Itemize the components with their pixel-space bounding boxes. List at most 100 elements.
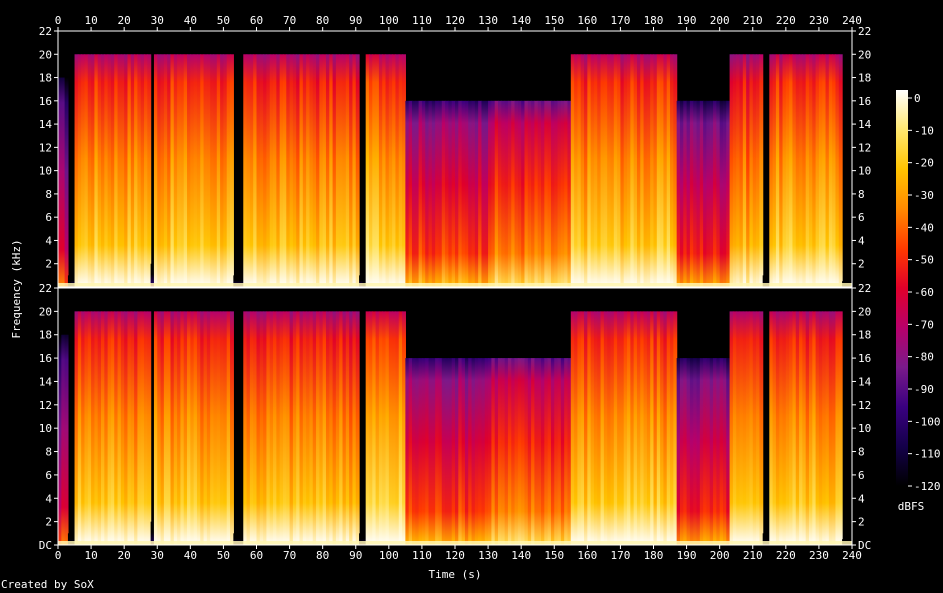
spectrogram-column — [421, 100, 426, 288]
spectrogram-column — [163, 311, 168, 545]
spectrogram-column — [124, 311, 129, 545]
spectrogram-column — [531, 100, 535, 288]
x-tick-label: 240 — [842, 549, 862, 562]
spectrogram-column — [196, 54, 201, 287]
spectrogram-column — [286, 54, 291, 287]
y-tick-label: 16 — [858, 352, 871, 365]
spectrogram-column — [173, 311, 178, 545]
spectrogram-column — [438, 100, 443, 288]
spectrogram-column — [61, 334, 66, 545]
y-tick-label: 4 — [45, 234, 52, 247]
spectrogram-column — [825, 54, 830, 287]
y-tick-label: DC — [39, 539, 52, 552]
spectrogram-column — [213, 54, 218, 287]
spectrogram-column — [289, 54, 294, 287]
spectrogram-column — [805, 54, 810, 287]
spectrogram-column — [554, 100, 559, 288]
spectrogram-column — [567, 100, 572, 288]
x-tick-label: 70 — [283, 549, 296, 562]
spectrogram-column — [689, 358, 694, 545]
spectrogram-column — [795, 54, 800, 287]
x-tick-label: 220 — [776, 549, 796, 562]
spectrogram-column — [64, 334, 69, 545]
spectrogram-column — [570, 54, 575, 287]
spectrogram-column — [455, 358, 459, 545]
spectrogram-column — [491, 100, 496, 288]
spectrogram-column — [640, 311, 645, 545]
spectrogram-column — [799, 54, 803, 287]
colorbar-tick-label: -120 — [914, 480, 941, 493]
spectrogram-column — [699, 100, 704, 288]
colorbar-tick-label: -20 — [914, 157, 934, 170]
spectrogram-column — [491, 358, 496, 545]
spectrogram-column — [494, 100, 499, 288]
spectrogram-column — [537, 100, 542, 288]
colorbar-tick-label: -40 — [914, 221, 934, 234]
colorbar-tick-label: -60 — [914, 286, 934, 299]
spectrogram-column — [805, 311, 810, 545]
spectrogram-column — [527, 358, 532, 545]
y-tick-label: 14 — [858, 375, 872, 388]
spectrogram-column — [411, 358, 416, 545]
spectrogram-column — [772, 311, 777, 545]
spectrogram-column — [507, 358, 512, 545]
spectrogram-column — [144, 54, 148, 287]
spectrogram-column — [729, 54, 734, 287]
x-tick-label: 40 — [184, 14, 197, 27]
spectrogram-column — [316, 54, 320, 287]
spectrogram-column — [378, 311, 383, 545]
spectrogram-column — [541, 100, 545, 288]
spectrogram-column — [349, 311, 354, 545]
spectrogram-column — [226, 54, 231, 287]
x-tick-label: 110 — [412, 14, 432, 27]
spectrogram-column — [448, 100, 453, 288]
spectrogram-column — [812, 54, 817, 287]
spectrogram-column — [187, 54, 191, 287]
y-tick-label: 12 — [858, 399, 871, 412]
spectrogram-column — [193, 311, 198, 545]
spectrogram-column — [749, 54, 754, 287]
spectrogram-column — [87, 311, 92, 545]
spectrogram-column — [375, 311, 380, 545]
spectrogram-column — [779, 311, 784, 545]
spectrogram-column — [84, 54, 89, 287]
spectrogram-column — [808, 311, 813, 545]
spectrogram-column — [435, 358, 440, 545]
spectrogram-column — [445, 358, 449, 545]
spectrogram-column — [309, 54, 314, 287]
spectrogram-column — [636, 54, 641, 287]
spectrogram-column — [709, 358, 714, 545]
spectrogram-column — [471, 358, 476, 545]
spectrogram-column — [388, 311, 393, 545]
spectrogram-column — [58, 334, 62, 545]
spectrogram-column — [392, 311, 397, 545]
spectrogram-column — [478, 100, 483, 288]
y-tick-label: 10 — [39, 165, 52, 178]
spectrogram-column — [812, 311, 817, 545]
spectrogram-column — [147, 311, 152, 545]
spectrogram-column — [498, 100, 502, 288]
spectrogram-column — [832, 311, 837, 545]
spectrogram-column — [603, 311, 608, 545]
spectrogram-column — [676, 100, 681, 288]
y-tick-label: 2 — [45, 516, 52, 529]
spectrogram-column — [590, 54, 595, 287]
spectrogram-column — [130, 311, 135, 545]
spectrogram-column — [623, 54, 628, 287]
spectrogram-column — [220, 54, 225, 287]
x-tick-label: 0 — [55, 549, 62, 562]
spectrogram-column — [362, 275, 367, 287]
spectrogram-column — [316, 311, 320, 545]
spectrogram-column — [216, 311, 221, 545]
spectrogram-column — [544, 100, 549, 288]
spectrogram-column — [759, 54, 764, 287]
spectrogram-column — [785, 54, 790, 287]
colorbar: 0 -10 -20 -30 -40 -50 -60 -70 -80 -90 -100 -110 -120 — [896, 90, 941, 493]
spectrogram-column — [263, 54, 268, 287]
spectrogram-column — [673, 54, 678, 287]
spectrogram-column — [792, 54, 797, 287]
spectrogram-column — [464, 358, 469, 545]
spectrogram-column — [153, 311, 158, 545]
spectrogram-column — [71, 533, 76, 545]
spectrogram-column — [835, 54, 840, 287]
